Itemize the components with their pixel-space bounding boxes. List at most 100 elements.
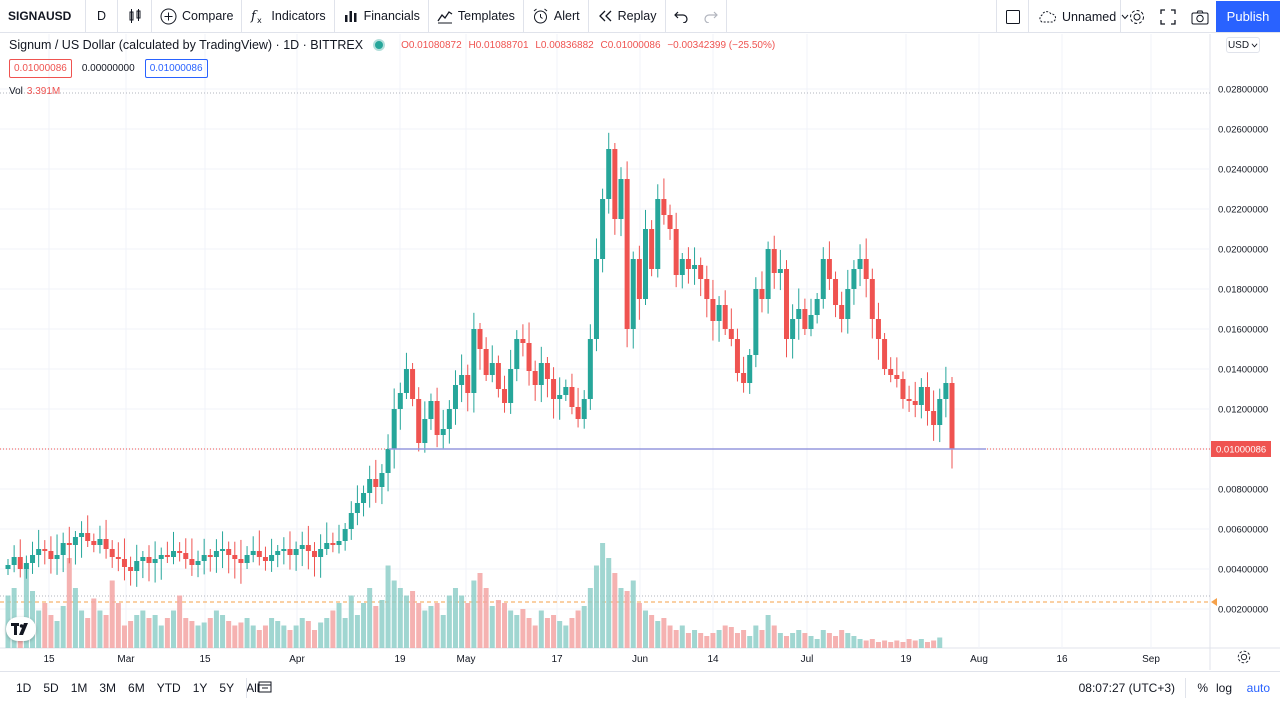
- symbol-search-button[interactable]: SIGNAUSD: [0, 0, 86, 33]
- candle-body: [367, 479, 373, 493]
- candle-body: [385, 449, 391, 473]
- ohlc-values: O0.01080872 H0.01088701 L0.00836882 C0.0…: [401, 40, 779, 51]
- y-tick-label: 0.01200000: [1218, 405, 1268, 416]
- candle-body: [630, 259, 636, 329]
- volume-bar: [397, 588, 403, 648]
- range-button-5y[interactable]: 5Y: [219, 681, 235, 695]
- range-button-1y[interactable]: 1Y: [192, 681, 208, 695]
- undo-button[interactable]: [666, 0, 696, 33]
- low-value: L0.00836882: [535, 39, 594, 51]
- chart-pane[interactable]: 0.02800000 0.02600000 0.02400000 0.02200000…: [0, 34, 1280, 670]
- volume-bar: [704, 636, 710, 648]
- financials-label: Financials: [363, 9, 420, 23]
- candle-body: [281, 549, 287, 551]
- candle-body: [900, 379, 906, 399]
- candle-body: [771, 249, 777, 273]
- candle-body: [606, 149, 612, 199]
- candle-body: [361, 493, 367, 503]
- volume-label: Vol: [9, 86, 23, 97]
- range-button-1d[interactable]: 1D: [16, 681, 32, 695]
- candle-body: [275, 551, 281, 555]
- volume-value: 3.391M: [26, 86, 61, 97]
- indicators-label: Indicators: [271, 9, 326, 23]
- range-button-1m[interactable]: 1M: [70, 681, 88, 695]
- candle-body: [753, 289, 759, 355]
- clock-timezone[interactable]: 08:07:27 (UTC+3): [1078, 681, 1175, 695]
- publish-button[interactable]: Publish: [1216, 1, 1280, 32]
- volume-bar: [796, 630, 802, 648]
- candle-body: [790, 319, 796, 339]
- volume-bar: [888, 642, 894, 648]
- volume-bar: [311, 630, 317, 648]
- candle-body: [91, 541, 97, 545]
- volume-bar: [459, 595, 465, 648]
- volume-bar: [759, 630, 765, 648]
- candle-body: [563, 387, 569, 395]
- settings-button[interactable]: [1120, 0, 1152, 33]
- redo-button[interactable]: [696, 0, 727, 33]
- financials-button[interactable]: Financials: [335, 0, 429, 33]
- candle-body: [189, 559, 195, 565]
- candle-body: [269, 555, 275, 561]
- alert-button[interactable]: Alert: [524, 0, 589, 33]
- volume-bar: [520, 609, 526, 648]
- replay-label: Replay: [617, 9, 657, 23]
- range-button-6m[interactable]: 6M: [128, 681, 145, 695]
- candle-body: [747, 355, 753, 383]
- volume-bar: [220, 615, 226, 648]
- market-status-icon[interactable]: [375, 41, 384, 49]
- sell-price-button[interactable]: 0.01000086: [9, 59, 72, 78]
- candle-body: [311, 551, 317, 557]
- buy-price-button[interactable]: 0.01000086: [144, 59, 208, 78]
- candle-body: [514, 339, 520, 369]
- layout-toggle-button[interactable]: [996, 0, 1028, 33]
- log-scale-toggle[interactable]: log: [1215, 681, 1232, 695]
- candle-body: [72, 537, 78, 545]
- volume-bar: [361, 603, 367, 648]
- range-button-3m[interactable]: 3M: [99, 681, 117, 695]
- volume-bar: [465, 603, 471, 648]
- high-value: H0.01088701: [468, 39, 529, 51]
- candle-body: [759, 289, 765, 299]
- volume-bar: [244, 618, 250, 648]
- price-chart[interactable]: 0.02800000 0.02600000 0.02400000 0.02200000…: [0, 34, 1280, 670]
- volume-bar: [593, 565, 599, 648]
- interval-button[interactable]: D: [86, 0, 118, 33]
- replay-button[interactable]: Replay: [589, 0, 666, 33]
- candle-body: [716, 305, 722, 321]
- volume-bar: [667, 625, 673, 648]
- candle-body: [894, 375, 900, 379]
- volume-bar: [348, 595, 354, 648]
- layout-name-button[interactable]: Unnamed: [1028, 0, 1129, 33]
- candle-body: [814, 299, 820, 315]
- snapshot-button[interactable]: [1184, 0, 1216, 33]
- currency-selector[interactable]: USD: [1226, 37, 1260, 53]
- candle-body: [624, 179, 630, 329]
- volume-bar: [495, 600, 501, 648]
- x-tick-label: Aug: [970, 654, 988, 665]
- volume-bar: [109, 580, 115, 648]
- fullscreen-button[interactable]: [1152, 0, 1184, 33]
- percent-scale-toggle[interactable]: %: [1197, 681, 1208, 695]
- range-button-5d[interactable]: 5D: [43, 681, 59, 695]
- axis-settings-button[interactable]: [1236, 649, 1252, 670]
- chart-type-button[interactable]: [118, 0, 152, 33]
- svg-text:f: f: [250, 9, 258, 24]
- templates-button[interactable]: Templates: [429, 0, 524, 33]
- volume-bar: [538, 610, 544, 648]
- camera-icon: [1191, 10, 1209, 24]
- bar-chart-icon: [344, 11, 357, 22]
- auto-scale-toggle[interactable]: auto: [1246, 681, 1270, 695]
- volume-bar: [54, 621, 60, 648]
- volume-bar: [912, 640, 918, 648]
- range-button-ytd[interactable]: YTD: [156, 681, 181, 695]
- volume-bar: [551, 615, 557, 648]
- range-button-all[interactable]: All: [246, 681, 260, 695]
- candle-body: [802, 309, 808, 329]
- date-range-picker-button[interactable]: [258, 680, 272, 697]
- volume-bar: [293, 625, 299, 648]
- candle-body: [698, 265, 704, 279]
- compare-button[interactable]: Compare: [152, 0, 243, 33]
- tradingview-logo[interactable]: [6, 617, 36, 641]
